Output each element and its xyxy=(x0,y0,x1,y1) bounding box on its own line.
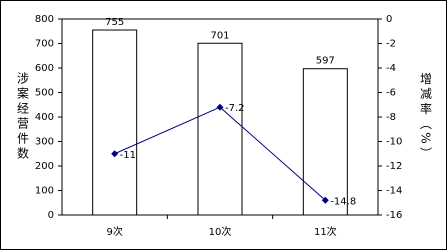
bar-value-label: 701 xyxy=(210,30,229,41)
y2-axis-label: 增减率（%） xyxy=(419,72,433,162)
y-tick-label: 100 xyxy=(35,186,54,197)
line-value-label: -14.8 xyxy=(330,196,356,207)
y-tick-label: 0 xyxy=(48,210,54,221)
y-tick-label: 500 xyxy=(35,88,54,99)
y2-tick-label: -4 xyxy=(386,63,396,74)
y2-tick-label: -16 xyxy=(386,210,402,221)
bar xyxy=(302,68,348,216)
y2-tick-label: -2 xyxy=(386,39,396,50)
y-tick-label: 200 xyxy=(35,161,54,172)
line-value-label: -11 xyxy=(120,150,136,161)
y-tick-label: 300 xyxy=(35,137,54,148)
y2-tick-label: 0 xyxy=(386,14,392,25)
y2-tick-label: -10 xyxy=(386,137,402,148)
y-tick-label: 800 xyxy=(35,14,54,25)
line-value-label: -7.2 xyxy=(225,103,245,114)
bar-value-label: 597 xyxy=(316,56,335,67)
y-tick-label: 700 xyxy=(35,39,54,50)
y-axis-label: 涉案经营件数 xyxy=(16,72,30,162)
y2-tick-label: -8 xyxy=(386,112,396,123)
x-tick-label: 10次 xyxy=(209,225,232,238)
bar xyxy=(92,29,138,216)
y-tick-label: 600 xyxy=(35,63,54,74)
y2-tick-label: -12 xyxy=(386,161,402,172)
y2-tick-label: -14 xyxy=(386,186,402,197)
x-tick-label: 11次 xyxy=(314,225,337,238)
bar-value-label: 755 xyxy=(105,17,124,28)
y2-tick-label: -6 xyxy=(386,88,396,99)
line-marker xyxy=(111,150,119,158)
line-marker xyxy=(321,196,329,204)
bar xyxy=(197,42,243,216)
x-tick-label: 9次 xyxy=(106,225,122,238)
line-marker xyxy=(216,103,224,111)
y-tick-label: 400 xyxy=(35,112,54,123)
